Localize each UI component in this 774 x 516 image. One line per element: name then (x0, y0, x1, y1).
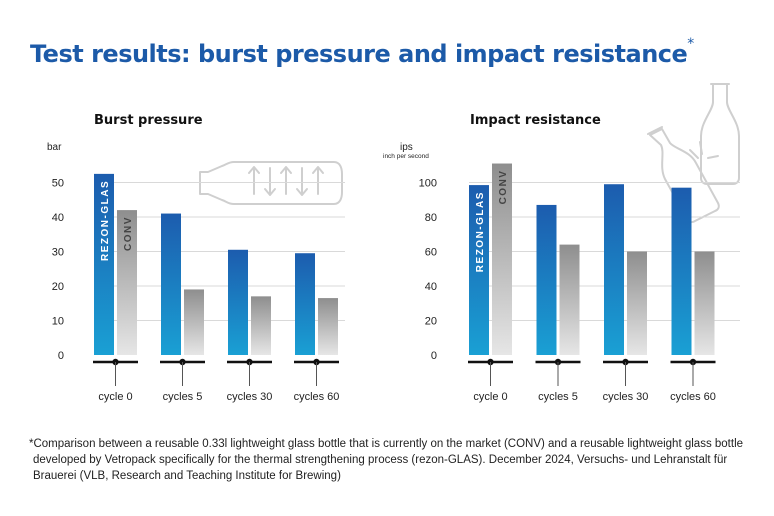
category-label: cycle 0 (98, 391, 132, 403)
chart-title: Burst pressure (94, 113, 203, 128)
page-title-text: Test results: burst pressure and impact … (30, 40, 688, 68)
y-tick-label: 30 (52, 247, 64, 259)
bar-conv (627, 251, 647, 355)
bar-conv (318, 298, 338, 355)
page-title: Test results: burst pressure and impact … (30, 36, 694, 68)
bar-conv (184, 289, 204, 355)
category-label: cycles 60 (294, 391, 340, 403)
bar-conv (492, 163, 512, 355)
category-label: cycles 5 (538, 391, 578, 403)
y-tick-label: 20 (425, 316, 437, 328)
y-tick-label: 80 (425, 212, 437, 224)
bar-rezon-glas (671, 187, 692, 355)
y-axis-label: bar (47, 142, 62, 153)
bottle-impact-icon (647, 83, 740, 224)
burst-pressure-chart: Burst pressure bar 0 10 20 30 40 50 REZON-GLAS CO… (47, 113, 345, 403)
category-label: cycle 0 (473, 391, 507, 403)
y-tick-label: 100 (419, 178, 437, 190)
chart-title: Impact resistance (470, 113, 601, 128)
bar-conv (694, 251, 715, 355)
series-label: CONV (498, 170, 509, 205)
y-axis-sublabel: inch per second (383, 153, 429, 160)
bar-rezon-glas (469, 185, 489, 355)
y-tick-label: 10 (52, 316, 64, 328)
bar-rezon-glas (94, 173, 114, 355)
y-tick-label: 0 (58, 350, 64, 362)
category-label: cycles 5 (163, 391, 203, 403)
category-label: cycles 30 (603, 391, 649, 403)
bar-rezon-glas (536, 204, 557, 355)
charts-area: Burst pressure bar 0 10 20 30 40 50 REZON-GLAS CO… (47, 83, 740, 403)
bottle-pressure-icon (199, 161, 343, 205)
series-label: REZON-GLAS (475, 191, 486, 272)
y-tick-label: 50 (52, 178, 64, 190)
bar-conv (251, 296, 271, 355)
series-label: CONV (123, 216, 134, 251)
y-tick-label: 60 (425, 247, 437, 259)
series-label: REZON-GLAS (100, 180, 111, 261)
bar-rezon-glas (228, 249, 248, 355)
y-axis-label: ips (400, 142, 413, 153)
bar-rezon-glas (295, 253, 315, 355)
category-label: cycles 30 (227, 391, 273, 403)
bar-conv (117, 210, 137, 355)
bar-rezon-glas (161, 213, 181, 355)
footnote: *Comparison between a reusable 0.33l lig… (29, 438, 744, 482)
y-tick-label: 40 (425, 281, 437, 293)
category-label: cycles 60 (670, 391, 716, 403)
y-tick-label: 40 (52, 212, 64, 224)
bar-rezon-glas (604, 184, 624, 355)
y-tick-label: 0 (431, 350, 437, 362)
y-tick-label: 20 (52, 281, 64, 293)
bar-conv (559, 244, 580, 355)
title-footnote-mark: * (687, 36, 694, 52)
